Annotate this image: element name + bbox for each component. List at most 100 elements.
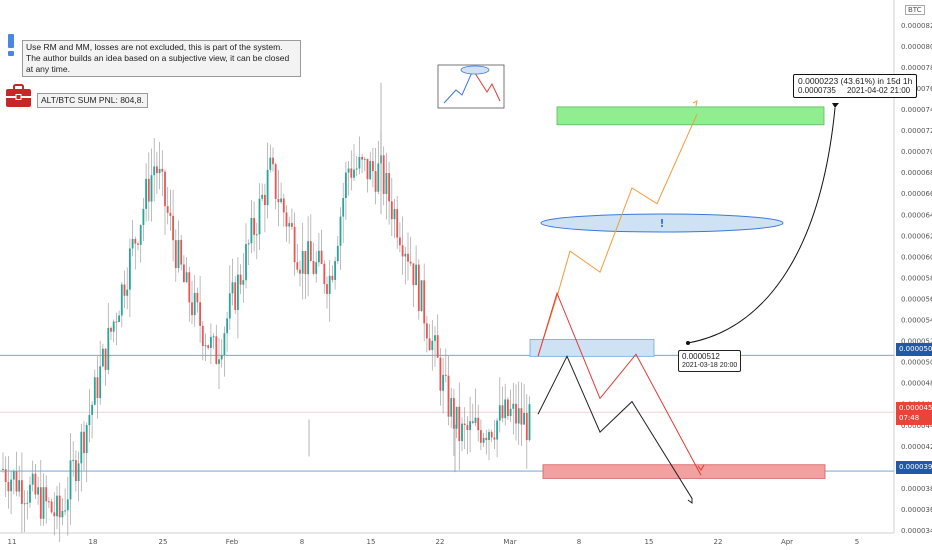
orange-projection [537,114,698,357]
candle-up [498,405,501,421]
candle-up [347,168,350,173]
briefcase-icon [6,84,31,107]
candle-up [153,166,156,176]
candle-down [444,374,447,376]
target-date: 2021-04-02 21:00 [846,86,911,95]
candle-down [350,168,353,178]
candle-down [277,198,280,203]
candle-down [326,284,328,294]
y-tick-label: 0.0000680 [901,169,932,177]
candle-up [250,217,253,244]
candle-up [107,327,110,370]
x-tick-label: 8 [300,538,304,546]
candle-up [64,510,66,512]
candle-up [66,499,69,511]
entry-callout[interactable]: 0.0000512 2021-03-18 20:00 [678,350,742,372]
target-callout[interactable]: 0.0000223 (43.61%) in 15d 1h 0.0000735 2… [793,74,918,98]
candle-down [312,260,315,274]
y-tick-label: 0.0000700 [901,148,932,156]
candle-up [342,198,345,217]
pnl-label: ALT/BTC SUM PNL: 804,8. [37,93,148,108]
candle-up [231,282,234,294]
candle-down [164,171,166,207]
candle-up [145,178,147,209]
candle-down [372,161,374,172]
candle-down [21,480,23,504]
symbol-badge[interactable]: BTC [905,5,925,15]
current-price-badge: 0.0000452 07:48 [896,402,932,425]
target-curve [687,107,836,344]
mini-diagram [437,64,505,109]
candle-down [282,198,285,213]
candle-down [285,212,288,227]
candle-down [428,338,431,351]
candle-down [272,157,274,165]
candle-down [485,437,488,441]
candle-up [393,209,396,220]
candle-down [439,357,442,391]
candle-down [174,240,177,269]
entry-date: 2021-03-18 20:00 [682,362,738,369]
candle-down [361,156,363,160]
candle-up [56,495,58,517]
candle-down [399,237,401,246]
candle-down [409,261,412,264]
ellipse-mark: ! [659,217,664,230]
candle-up [318,250,320,263]
y-tick-label: 0.0000440 [901,422,932,430]
candle-up [415,264,417,286]
candle-down [134,238,137,244]
x-tick-label: Feb [226,538,239,546]
y-tick-label: 0.0000520 [901,338,932,346]
entry-zone [529,339,655,357]
candle-up [266,169,269,206]
target-price: 0.0000735 [798,86,836,95]
candle-up [37,487,39,495]
x-tick-label: 15 [645,538,654,546]
candle-down [45,487,48,502]
candle-up [93,377,96,405]
y-tick-label: 0.0000340 [901,527,932,535]
candle-down [137,243,139,245]
candle-down [501,405,504,419]
candle-up [112,321,115,332]
candle-up [509,408,512,417]
candle-up [496,420,498,440]
candle-up [404,253,407,257]
candle-down [58,495,61,518]
candle-down [436,335,439,358]
entry-price: 0.0000512 [682,352,720,361]
candle-up [420,280,423,312]
candle-down [447,375,450,417]
candle-up [517,408,520,424]
candle-up [118,315,120,322]
y-tick-label: 0.0000620 [901,232,932,240]
candle-down [83,431,85,453]
candle-down [110,327,112,332]
candle-up [353,169,355,178]
disclaimer-note: Use RM and MM, losses are not excluded, … [22,40,301,77]
candle-up [482,437,485,443]
candle-down [407,253,409,262]
x-tick-label: 15 [367,538,376,546]
candle-up [528,404,531,441]
candle-up [204,345,207,347]
candle-down [426,323,428,339]
candle-up [315,262,318,274]
candle-up [210,336,212,348]
candle-up [245,244,247,281]
red-projection [537,291,702,476]
candle-down [234,282,237,310]
candle-up [345,172,347,199]
candle-down [331,275,334,280]
candle-up [26,502,29,504]
candle-down [196,292,199,303]
candle-up [523,412,525,425]
candle-up [31,473,34,485]
candle-up [334,261,336,280]
candle-down [390,201,393,220]
candle-up [261,194,264,199]
candle-down [304,251,307,275]
candle-down [477,417,480,431]
